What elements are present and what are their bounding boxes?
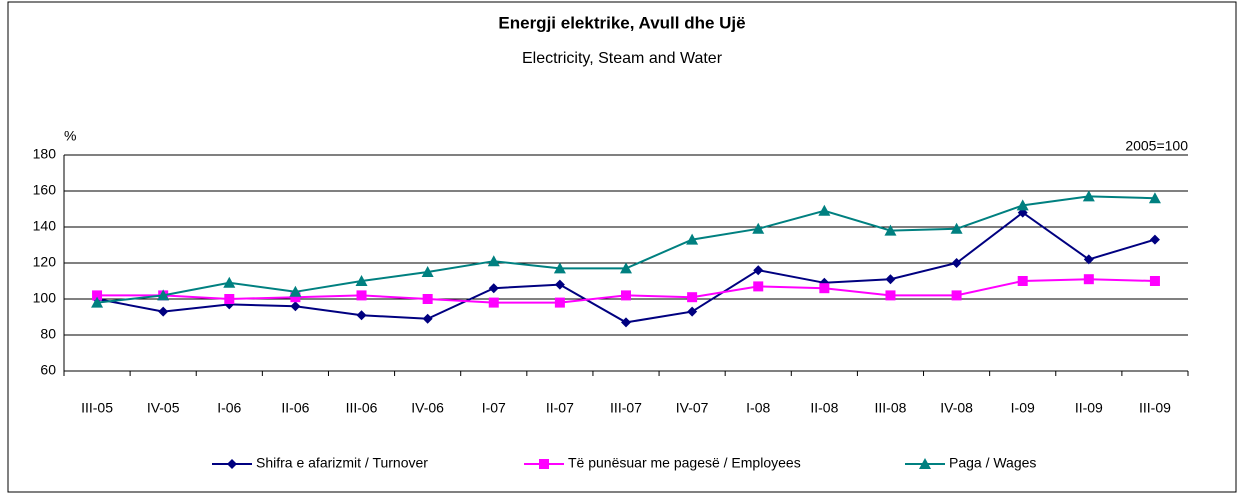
marker — [356, 310, 367, 321]
x-tick-label: II-09 — [1075, 400, 1103, 416]
marker — [223, 276, 236, 288]
marker — [553, 262, 566, 274]
marker — [687, 292, 698, 303]
marker — [356, 290, 367, 301]
y-tick-label: 60 — [40, 362, 56, 378]
marker — [819, 283, 830, 294]
legend-label: Shifra e afarizmit / Turnover — [256, 455, 428, 471]
marker — [919, 458, 931, 469]
marker — [355, 275, 368, 286]
marker — [752, 222, 765, 234]
marker — [950, 222, 963, 234]
chart-border — [7, 1, 1237, 493]
annotation: 2005=100 — [1125, 138, 1188, 154]
marker — [539, 459, 549, 469]
x-tick-label: III-09 — [1139, 400, 1171, 416]
x-tick-label: III-08 — [875, 400, 907, 416]
marker — [422, 294, 433, 304]
marker — [91, 296, 104, 308]
y-tick-label: 180 — [33, 146, 57, 162]
marker — [1082, 190, 1095, 202]
marker — [818, 204, 831, 216]
x-tick-label: III-06 — [346, 400, 378, 416]
marker — [488, 283, 499, 294]
marker — [289, 285, 302, 297]
marker — [686, 233, 699, 245]
x-tick-label: I-09 — [1011, 400, 1035, 416]
marker — [421, 266, 434, 277]
marker — [227, 459, 237, 469]
x-tick-label: III-05 — [81, 400, 113, 416]
x-tick-label: II-06 — [281, 400, 309, 416]
y-axis-label: % — [64, 128, 76, 144]
marker — [290, 292, 301, 303]
marker — [753, 265, 764, 276]
x-tick-label: I-08 — [746, 400, 770, 416]
marker — [1148, 192, 1161, 204]
y-tick-label: 160 — [33, 182, 57, 198]
x-tick-label: I-06 — [217, 400, 241, 416]
marker — [1083, 254, 1094, 265]
marker — [554, 279, 565, 290]
x-tick-label: IV-07 — [676, 400, 709, 416]
marker — [422, 313, 433, 324]
marker — [951, 258, 962, 268]
y-tick-label: 100 — [33, 290, 57, 306]
y-tick-label: 140 — [33, 218, 57, 234]
marker — [1149, 234, 1160, 245]
x-tick-label: IV-08 — [940, 400, 973, 416]
marker — [884, 224, 897, 236]
marker — [1149, 276, 1160, 286]
marker — [92, 290, 103, 301]
marker — [157, 289, 170, 301]
marker — [554, 297, 565, 308]
x-tick-label: IV-05 — [147, 400, 180, 416]
marker — [487, 255, 500, 267]
marker — [1017, 276, 1028, 286]
x-tick-label: I-07 — [482, 400, 506, 416]
y-tick-label: 80 — [40, 326, 56, 342]
x-tick-label: III-07 — [610, 400, 642, 416]
y-tick-label: 120 — [33, 254, 57, 270]
marker — [1083, 274, 1094, 285]
marker — [885, 290, 896, 301]
x-tick-label: II-08 — [810, 400, 838, 416]
marker — [621, 290, 631, 301]
marker — [687, 306, 698, 317]
marker — [621, 317, 631, 328]
marker — [620, 262, 632, 274]
chart-title: Energji elektrike, Avull dhe Ujë — [498, 13, 745, 32]
x-tick-label: IV-06 — [411, 400, 444, 416]
marker — [290, 301, 301, 312]
x-tick-label: II-07 — [546, 400, 574, 416]
legend-label: Paga / Wages — [949, 455, 1036, 471]
marker — [951, 290, 962, 301]
marker — [224, 294, 235, 304]
marker — [753, 281, 764, 292]
marker — [158, 306, 169, 317]
marker — [885, 274, 896, 285]
marker — [488, 297, 499, 308]
legend-label: Të punësuar me pagesë / Employees — [568, 455, 801, 471]
chart-subtitle: Electricity, Steam and Water — [522, 50, 723, 67]
marker — [1016, 199, 1029, 211]
